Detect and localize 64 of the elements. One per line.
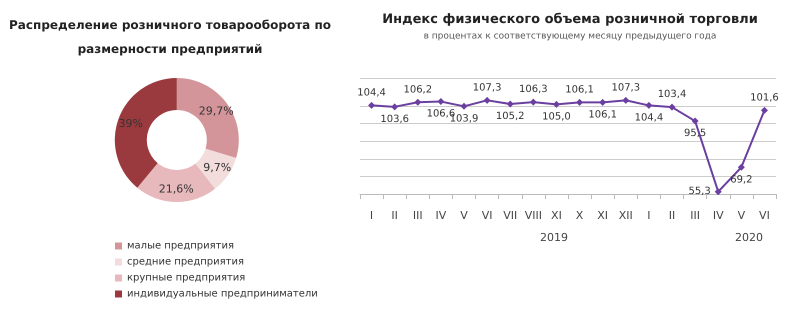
data-label: 104,4 [357, 87, 386, 98]
data-label: 106,1 [588, 109, 617, 120]
point [714, 188, 722, 196]
point [391, 103, 398, 110]
point [692, 118, 699, 125]
data-label: 39% [118, 116, 143, 130]
x-tick-label: IV [436, 209, 447, 222]
x-tick-label: V [460, 209, 468, 222]
point [599, 98, 606, 106]
point [552, 100, 560, 108]
legend-label: индивидуальные предприниматели [127, 288, 318, 300]
data-label: 69,2 [730, 174, 752, 186]
data-label: 55,3 [688, 186, 711, 198]
point [368, 102, 376, 109]
data-label: 103,4 [658, 89, 686, 100]
data-label: 9,7% [203, 161, 232, 174]
data-label: 105,0 [542, 111, 571, 122]
x-tick-label: I [647, 209, 651, 222]
x-tick-label: XI [551, 209, 562, 222]
data-label: 101,6 [750, 92, 779, 104]
data-label: 106,3 [519, 84, 548, 96]
data-label: 103,6 [380, 114, 409, 125]
point [645, 102, 652, 109]
data-label: 107,3 [472, 82, 502, 94]
legend-label: малые предприятия [127, 240, 234, 252]
point [760, 106, 768, 114]
point [460, 102, 468, 110]
x-tick-label: I [370, 209, 374, 222]
point [530, 98, 537, 106]
x-tick-label: IV [712, 209, 724, 222]
legend-label: крупные предприятия [127, 272, 246, 284]
x-tick-label: III [690, 209, 700, 222]
data-label: 105,2 [496, 111, 525, 122]
data-label: 104,4 [634, 112, 664, 124]
x-tick-label: X [576, 209, 584, 222]
x-tick-label: VII [503, 209, 518, 222]
data-label: 106,1 [565, 84, 594, 96]
data-label: 21,6% [158, 182, 194, 196]
text: 2019 [540, 231, 568, 244]
point [668, 104, 676, 111]
x-tick-label: II [391, 209, 398, 222]
legend-label: средние предприятия [127, 256, 244, 268]
data-label: 106,2 [403, 84, 432, 96]
x-tick-label: XI [597, 209, 608, 222]
text: 2020 [735, 231, 763, 244]
chart-subtitle: в процентах к соответствующему месяцу предыдущего года [424, 32, 716, 42]
point [437, 98, 444, 106]
x-tick-label: VI [759, 209, 770, 222]
x-tick-label: III [412, 209, 423, 222]
chart-title: Распределение розничного товарооборота по размерности предприятий [9, 18, 331, 56]
data-label: 29,7% [198, 104, 234, 118]
x-tick-label: V [738, 209, 746, 222]
point [622, 96, 630, 104]
chart-title: Индекс физического объема розничной торговли [382, 12, 758, 27]
x-tick-label: XII [618, 209, 633, 222]
point [738, 164, 745, 171]
data-label: 107,3 [611, 82, 640, 94]
point [484, 96, 491, 104]
x-tick-label: II [668, 209, 676, 222]
point [576, 98, 584, 106]
point [414, 98, 422, 106]
x-tick-label: VI [482, 209, 492, 222]
point [506, 100, 514, 108]
x-tick-label: VIII [524, 209, 542, 222]
